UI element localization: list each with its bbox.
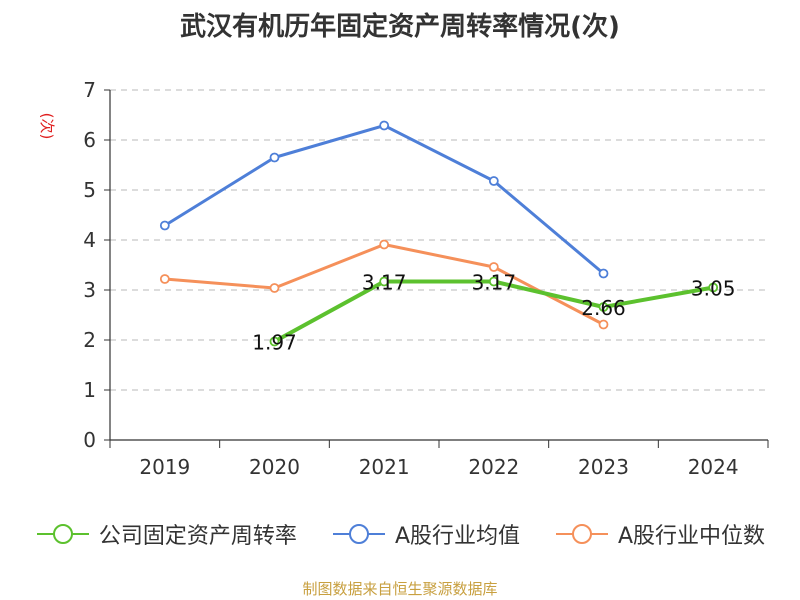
x-tick-label: 2020	[249, 455, 300, 479]
chart-title: 武汉有机历年固定资产周转率情况(次)	[180, 12, 620, 42]
y-axis-label: (次)	[38, 113, 56, 140]
data-point	[598, 302, 609, 312]
series-line	[164, 124, 605, 275]
data-label: 1.97	[252, 331, 297, 355]
legend-item-industry-median[interactable]: A股行业中位数	[554, 518, 765, 550]
y-tick-label: 0	[83, 428, 96, 452]
data-point	[488, 276, 499, 287]
legend-line-marker-icon	[556, 524, 608, 544]
data-label: 3.05	[691, 277, 736, 301]
data-source-note: 制图数据来自恒生聚源数据库	[302, 580, 498, 598]
x-tick-label: 2019	[139, 455, 190, 479]
data-point	[488, 262, 499, 272]
data-point	[269, 336, 280, 347]
data-point	[269, 283, 280, 293]
legend-label: A股行业中位数	[618, 524, 766, 549]
legend-line-marker-icon	[36, 524, 89, 544]
legend-item-company[interactable]: 公司固定资产周转率	[35, 518, 297, 550]
y-tick-label: 3	[83, 278, 96, 302]
y-tick-label: 2	[83, 328, 96, 352]
data-point	[598, 268, 609, 279]
data-label: 3.17	[472, 271, 517, 295]
data-point	[159, 274, 170, 284]
y-tick-label: 4	[83, 228, 96, 252]
legend-label: A股行业均值	[394, 524, 520, 549]
data-point	[598, 319, 609, 330]
data-point	[379, 276, 390, 287]
chart-legend: 公司固定资产周转率 A股行业均值 A股行业中位数	[0, 518, 800, 550]
x-tick-label: 2022	[468, 455, 519, 479]
x-tick-label: 2024	[688, 455, 739, 479]
data-point	[159, 220, 170, 231]
data-point	[708, 282, 719, 293]
x-tick-label: 2023	[578, 455, 629, 479]
data-point	[379, 239, 390, 250]
y-tick-label: 6	[83, 128, 96, 152]
legend-item-industry-mean[interactable]: A股行业均值	[331, 518, 520, 550]
data-point	[269, 152, 280, 163]
x-tick-label: 2021	[359, 455, 410, 479]
y-tick-label: 7	[83, 78, 96, 102]
data-point	[488, 176, 499, 186]
y-tick-label: 1	[83, 378, 96, 402]
data-label: 3.17	[362, 271, 407, 295]
legend-line-marker-icon	[332, 524, 385, 544]
legend-label: 公司固定资产周转率	[98, 524, 297, 549]
data-label: 2.66	[581, 296, 626, 320]
data-point	[379, 120, 390, 131]
y-tick-label: 5	[83, 178, 96, 202]
